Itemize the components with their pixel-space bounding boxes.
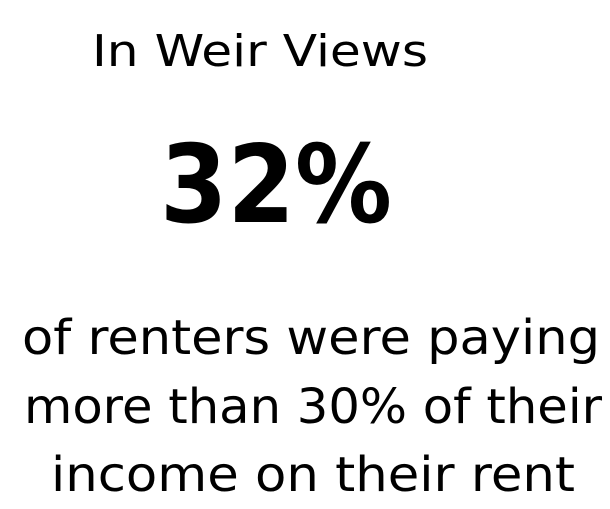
description-line: of renters were paying	[22, 310, 600, 366]
description-line: income on their rent	[51, 447, 575, 503]
stat: 32%	[160, 123, 392, 248]
description-line: more than 30% of their	[24, 379, 602, 435]
heading: In Weir Views	[92, 26, 428, 77]
